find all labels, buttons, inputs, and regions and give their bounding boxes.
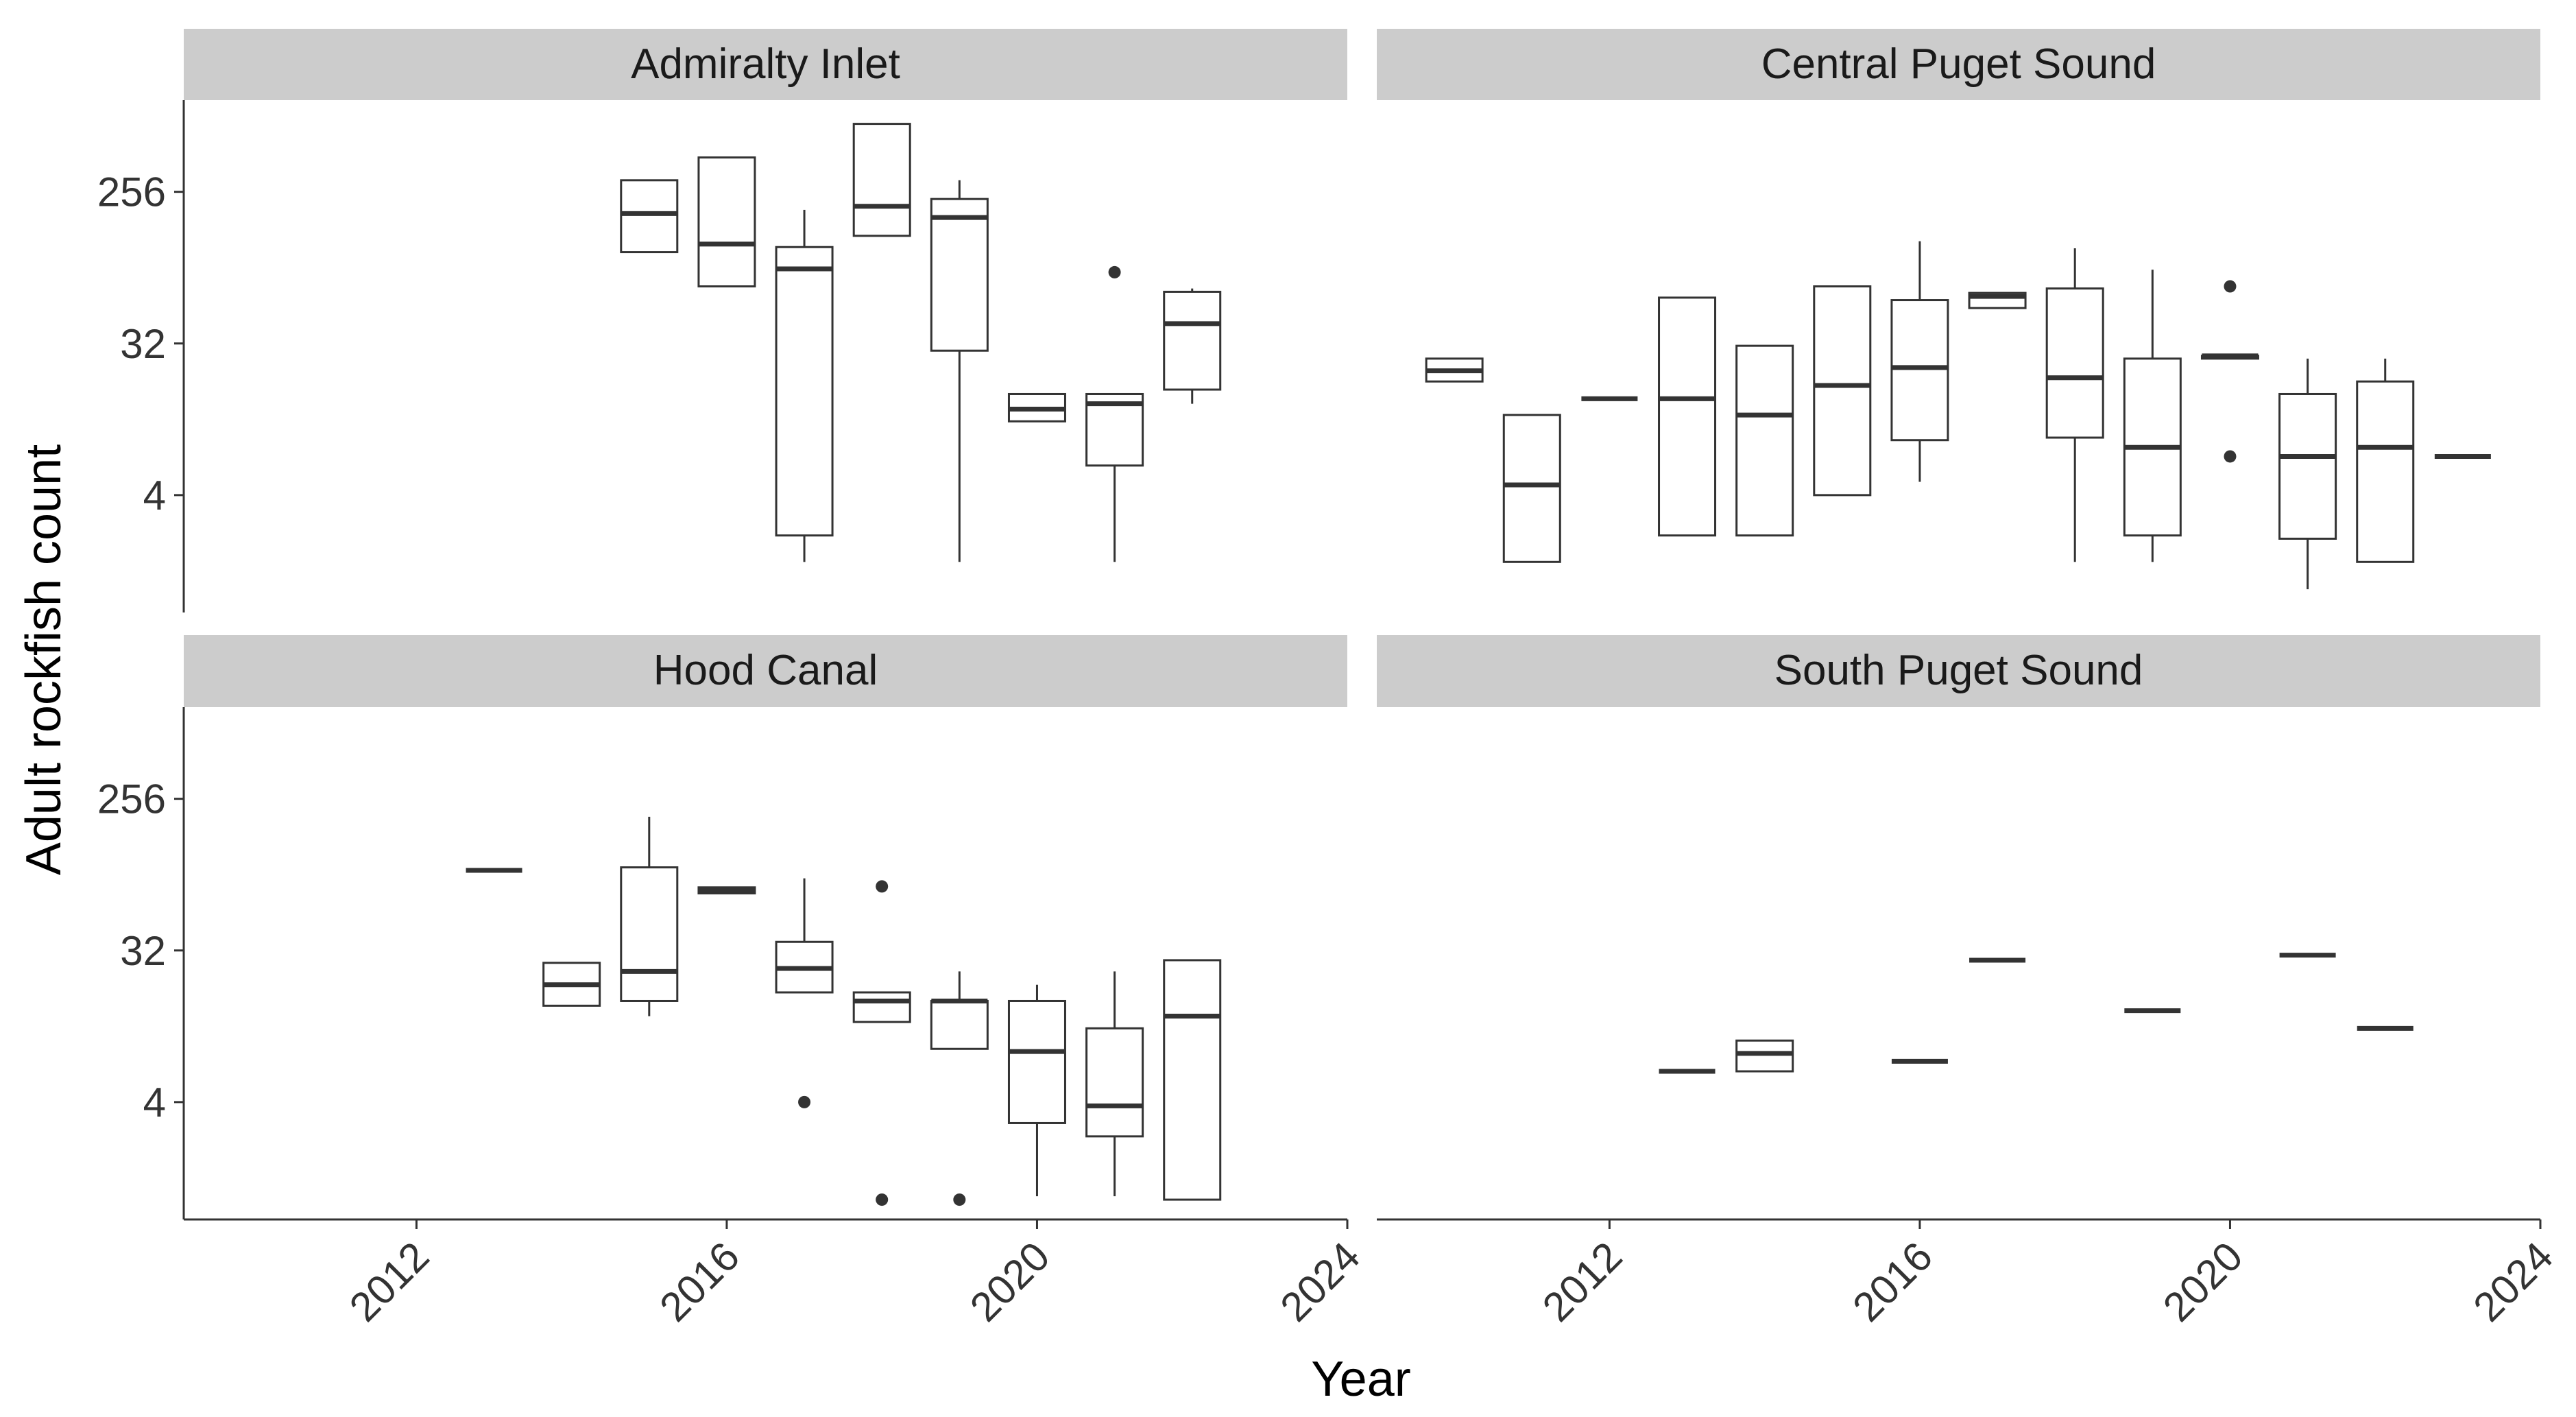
panel-admiralty-inlet: Admiralty Inlet 4 32 256: [97, 29, 1347, 612]
box-body: [2356, 380, 2415, 563]
strip-background: [184, 635, 1347, 707]
box-body: [1007, 999, 1066, 1124]
box-2020: [1007, 392, 1066, 422]
box-2020: [1007, 984, 1066, 1197]
box-2022: [1163, 959, 1222, 1201]
box-body: [1658, 296, 1717, 537]
panel-hood-canal: Hood Canal 4 32 256 2012 2016 2020 2024: [97, 635, 1369, 1331]
x-tick-label: 2024: [2464, 1233, 2562, 1331]
box-body: [2045, 287, 2104, 439]
box-body: [1163, 959, 1222, 1201]
panel-central-puget-sound: Central Puget Sound: [1377, 29, 2540, 590]
outlier-point: [876, 880, 889, 893]
x-tick-label: 2012: [1534, 1233, 1631, 1331]
box-2014: [1735, 344, 1794, 537]
y-tick-label: 256: [97, 169, 166, 215]
box-body: [930, 999, 989, 1050]
box-2019: [930, 180, 989, 562]
box-2019: [930, 971, 989, 1206]
y-tick-label: 4: [143, 1080, 166, 1126]
y-tick-label: 32: [120, 928, 166, 974]
box-body: [852, 991, 911, 1023]
strip-title: Admiralty Inlet: [631, 40, 900, 88]
box-body: [1890, 299, 1949, 442]
strip-title: Hood Canal: [653, 647, 878, 694]
box-2016: [1890, 241, 1949, 482]
box-body: [1735, 344, 1794, 537]
y-tick-label: 32: [120, 321, 166, 367]
box-2017: [1968, 291, 2027, 309]
outlier-point: [2224, 450, 2237, 463]
x-tick-label: 2012: [341, 1233, 438, 1331]
box-2014: [542, 962, 601, 1007]
box-2015: [1813, 285, 1872, 497]
box-2018: [2045, 248, 2104, 562]
strip-background: [1377, 635, 2540, 707]
strip-title: Central Puget Sound: [1761, 40, 2156, 88]
box-2015: [620, 179, 679, 254]
box-body: [775, 246, 834, 537]
panel-south-puget-sound: South Puget Sound 2012 2016 2020 2024: [1377, 635, 2562, 1331]
box-body: [1735, 1039, 1794, 1073]
box-body: [930, 198, 989, 352]
y-axis-title: Adult rockfish count: [16, 444, 71, 875]
box-body: [1085, 1027, 1144, 1138]
x-tick-label: 2020: [2154, 1233, 2252, 1331]
box-2016: [697, 156, 756, 288]
x-tick-label: 2020: [961, 1233, 1059, 1331]
box-2017: [775, 209, 834, 562]
box-2020: [2200, 280, 2259, 463]
box-2019: [2123, 270, 2182, 562]
outlier-point: [953, 1193, 966, 1206]
outlier-point: [1108, 265, 1121, 278]
box-2014: [1735, 1039, 1794, 1073]
x-tick-label: 2024: [1271, 1233, 1369, 1331]
box-2022: [2356, 358, 2415, 563]
box-body: [1502, 414, 1561, 563]
box-2013: [1658, 296, 1717, 537]
box-2021: [1085, 971, 1144, 1197]
box-body: [2278, 392, 2337, 540]
box-2018: [852, 123, 911, 237]
x-tick-label: 2016: [1844, 1233, 1941, 1331]
strip-background: [1377, 29, 2540, 100]
outlier-point: [876, 1193, 889, 1206]
box-2018: [852, 880, 911, 1206]
box-2022: [1163, 288, 1222, 404]
box-body: [1163, 290, 1222, 391]
y-tick-label: 256: [97, 776, 166, 822]
box-body: [852, 123, 911, 237]
y-tick-label: 4: [143, 473, 166, 519]
box-body: [1813, 285, 1872, 497]
box-body: [620, 179, 679, 254]
box-2021: [1085, 265, 1144, 562]
panels-layer: Admiralty Inlet 4 32 256 Central Puget Sound…: [97, 29, 2562, 1331]
box-body: [620, 866, 679, 1002]
x-tick-label: 2016: [651, 1233, 748, 1331]
x-axis-title: Year: [1311, 1352, 1410, 1407]
strip-title: South Puget Sound: [1774, 647, 2143, 694]
box-2015: [620, 816, 679, 1016]
box-2016: [697, 886, 756, 895]
outlier-point: [798, 1095, 811, 1108]
box-2010: [1425, 357, 1484, 383]
box-2021: [2278, 358, 2337, 590]
strip-background: [184, 29, 1347, 100]
box-2011: [1502, 414, 1561, 563]
box-body: [697, 156, 756, 288]
box-2017: [775, 878, 834, 1108]
outlier-point: [2224, 280, 2237, 293]
